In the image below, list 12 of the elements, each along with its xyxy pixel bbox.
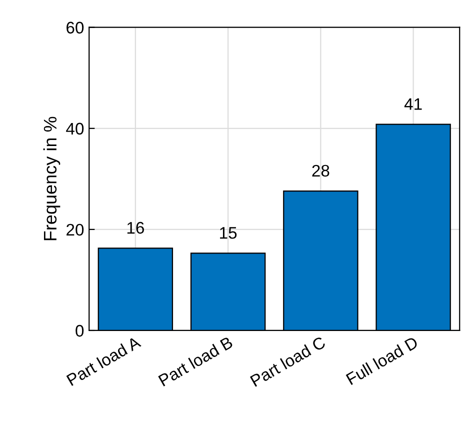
data-label: 15 [220, 227, 237, 239]
y-tick-label: 40 [66, 122, 84, 135]
x-tick-label: Full load D [346, 336, 419, 386]
y-tick-label: 60 [66, 22, 84, 34]
y-tick-label: 0 [76, 324, 84, 337]
y-axis-title: Frequency in % [43, 116, 60, 240]
data-label: 28 [312, 164, 330, 177]
data-label: 16 [127, 222, 144, 234]
data-label: 41 [404, 98, 422, 110]
x-tick-label: Part load B [158, 336, 234, 386]
y-tick-label: 20 [66, 224, 84, 236]
x-tick-label: Part load C [250, 336, 326, 387]
